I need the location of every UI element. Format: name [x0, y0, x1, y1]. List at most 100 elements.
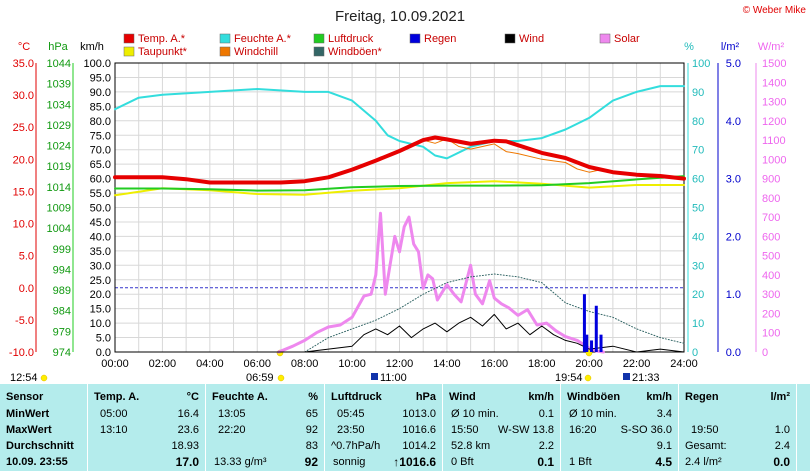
legend-label: Taupunkt*: [138, 46, 188, 58]
sun-icon: [277, 374, 285, 382]
solar-tick-label: 1000: [762, 154, 786, 166]
wind-max-time: 15:50: [451, 424, 479, 436]
rain-max-time: 19:50: [691, 424, 719, 436]
gusts-min-value: 3.4: [656, 408, 672, 420]
temp-avg-value: 18.93: [171, 440, 199, 452]
time-tick-label: 14:00: [433, 358, 461, 370]
rain-today: 2.4 l/m²: [685, 456, 722, 468]
legend-label: Windböen*: [328, 46, 383, 58]
pressure-tick-label: 1039: [47, 79, 71, 91]
wind-beaufort: 0 Bft: [451, 456, 474, 468]
humidity-tick-label: 0: [692, 347, 698, 359]
legend-label: Windchill: [234, 46, 278, 58]
rain-axis-unit: l/m²: [721, 41, 740, 53]
solar-tick-label: 1400: [762, 77, 786, 89]
humidity-tick-label: 90: [692, 87, 704, 99]
time-tick-label: 06:00: [243, 358, 271, 370]
pressure-tick-label: 1034: [47, 99, 71, 111]
pressure-min-value: 1013.0: [402, 408, 436, 420]
temp-axis-unit: °C: [18, 41, 30, 53]
humidity-avg-value: 83: [305, 440, 318, 452]
copyright: © Weber Mike: [743, 5, 807, 16]
time-tick-label: 08:00: [291, 358, 319, 370]
wind-series-line: [114, 313, 685, 353]
row-label-max: MaxWert: [6, 424, 52, 436]
wind-min-desc: Ø 10 min.: [451, 408, 499, 420]
time-tick-label: 02:00: [149, 358, 177, 370]
stats-table: Sensor MinWert MaxWert Durchschnitt 10.0…: [0, 384, 810, 471]
rain-column: Regen l/m² 19:50 1.0 Gesamt: 2.4 2.4 l/m…: [678, 384, 796, 471]
gusts-avg-value: 9.1: [656, 440, 672, 452]
wind-tick-label: 35.0: [90, 246, 111, 258]
wind-tick-label: 70.0: [90, 145, 111, 157]
wind-tick-label: 80.0: [90, 116, 111, 128]
rain-tick-label: 4.0: [726, 116, 741, 128]
header-pressure: Luftdruck: [331, 391, 382, 403]
solar-tick-label: 300: [762, 289, 780, 301]
humidity-max-time: 22:20: [218, 424, 246, 436]
humidity-axis-unit: %: [684, 41, 694, 53]
header-rain-unit: l/m²: [770, 391, 790, 403]
legend-swatch: [409, 33, 421, 44]
rain-bar: [582, 294, 586, 352]
solar-tick-label: 200: [762, 308, 780, 320]
temp-column: Temp. A. °C 05:00 16.4 13:10 23.6 18.93 …: [87, 384, 205, 471]
temp-tick-label: 5.0: [19, 251, 34, 263]
weather-chart: °C hPa km/h% l/m² W/m² 35.0 30.0 25.0 20.0 15.0 10…: [8, 5, 807, 384]
rain-tick-label: 1.0: [726, 289, 741, 301]
time-tick-label: 00:00: [101, 358, 129, 370]
wind-tick-label: 60.0: [90, 174, 111, 186]
header-humidity: Feuchte A.: [212, 391, 268, 403]
temp-max-value: 23.6: [177, 424, 199, 436]
wind-tick-label: 90.0: [90, 87, 111, 99]
row-label-min: MinWert: [6, 408, 50, 420]
time-tick-label: 24:00: [670, 358, 698, 370]
sun-icon: [584, 374, 592, 382]
weather-forecast: sonnig: [333, 456, 366, 468]
legend-swatch: [219, 46, 231, 57]
humidity-tick-label: 80: [692, 116, 704, 128]
gusts-current-value: 4.5: [655, 455, 672, 469]
header-wind-unit: km/h: [528, 391, 554, 403]
time-tick-label: 22:00: [623, 358, 651, 370]
temp-tick-label: 10.0: [13, 219, 34, 231]
legend-swatch: [219, 33, 231, 44]
legend-swatch: [123, 46, 135, 57]
temp-tick-label: -5.0: [15, 315, 34, 327]
humidity-tick-label: 60: [692, 174, 704, 186]
legend-swatch: [599, 33, 611, 44]
solar-tick-label: 1300: [762, 97, 786, 109]
wind-tick-label: 85.0: [90, 101, 111, 113]
temp-tick-label: 15.0: [13, 186, 34, 198]
pressure-max-time: 23:50: [337, 424, 365, 436]
time-tick-label: 16:00: [481, 358, 509, 370]
pressure-avg-value: 1014.2: [402, 440, 436, 452]
pressure-min-time: 05:45: [337, 408, 365, 420]
wind-axis-unit: km/h: [80, 41, 104, 53]
pressure-tick-label: 979: [53, 326, 71, 338]
pressure-tick-label: 1004: [47, 223, 71, 235]
rain-bar: [599, 334, 603, 352]
temperature-series-line: [113, 135, 686, 185]
wind-tick-label: 100.0: [83, 58, 111, 70]
humidity-tick-label: 100: [692, 58, 710, 70]
wind-tick-label: 95.0: [90, 72, 111, 84]
wind-tick-label: 25.0: [90, 275, 111, 287]
legend-label: Temp. A.*: [138, 33, 186, 45]
header-gusts-unit: km/h: [646, 391, 672, 403]
time-tick-label: 20:00: [575, 358, 603, 370]
pressure-tick-label: 984: [53, 306, 71, 318]
humidity-absolute: 13.33 g/m³: [214, 456, 267, 468]
rain-tick-label: 0.0: [726, 347, 741, 359]
humidity-current-value: 92: [304, 455, 318, 469]
transit-time: 11:00: [380, 372, 407, 384]
chart-axes: °C hPa km/h% l/m² W/m² 35.0 30.0 25.0 20.0 15.0 10…: [9, 41, 787, 384]
humidity-min-value: 65: [305, 408, 318, 420]
solar-tick-label: 1100: [762, 135, 786, 147]
sun-icon: [40, 374, 48, 382]
header-pressure-unit: hPa: [415, 391, 436, 403]
legend-swatch: [504, 33, 516, 44]
pressure-tick-label: 1009: [47, 203, 71, 215]
gusts-beaufort: 1 Bft: [569, 456, 592, 468]
humidity-tick-label: 70: [692, 145, 704, 157]
